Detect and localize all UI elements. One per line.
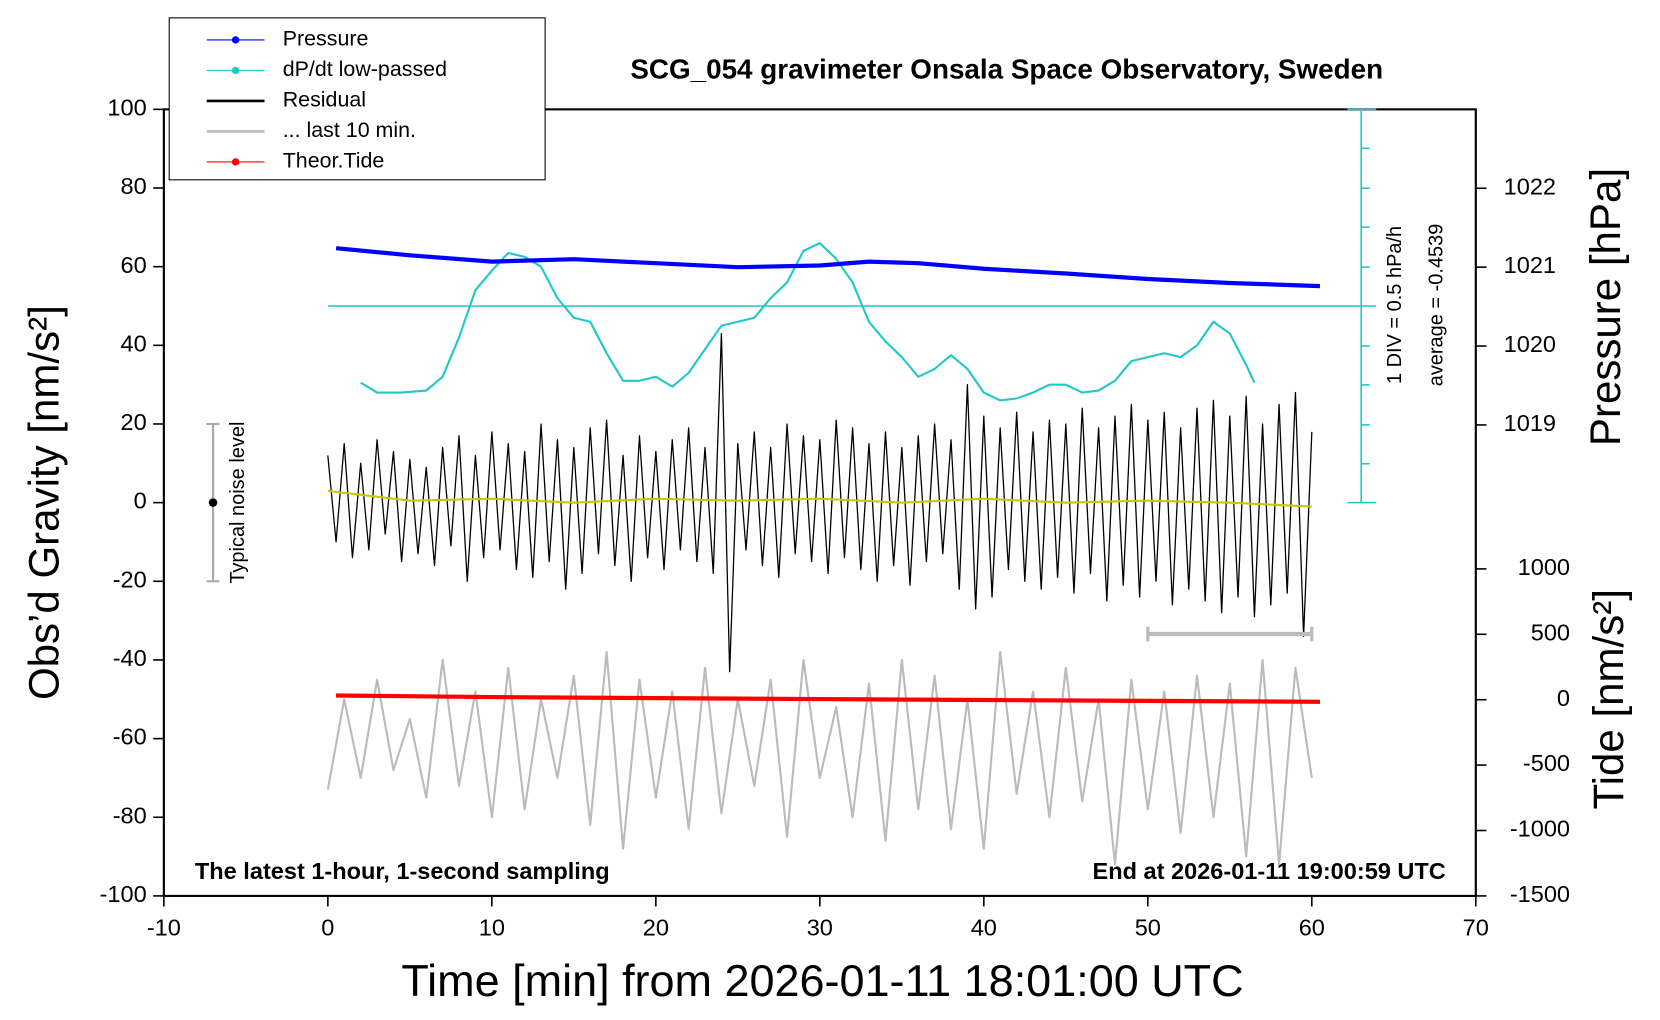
y-tick-label: 100 xyxy=(107,95,146,121)
y-tick-label: 60 xyxy=(121,252,147,278)
annotation: The latest 1-hour, 1-second sampling xyxy=(195,858,610,884)
series-line xyxy=(335,246,1321,289)
x-tick-label: 60 xyxy=(1299,915,1325,941)
y-tick-label: 40 xyxy=(121,331,147,357)
legend-label: Theor.Tide xyxy=(283,150,385,173)
y2-tick-label: 1022 xyxy=(1504,174,1556,200)
x-tick-label: 20 xyxy=(643,915,669,941)
y-tick-label: 80 xyxy=(121,173,147,199)
x-tick-label: 40 xyxy=(971,915,997,941)
smoothed-line xyxy=(327,489,1312,508)
y-tick-label: -20 xyxy=(113,567,147,593)
y3-tick-label: -500 xyxy=(1523,750,1570,776)
series-line xyxy=(327,332,1313,673)
y2-tick-label: 1020 xyxy=(1504,331,1556,357)
legend-marker xyxy=(231,158,240,166)
y2-axis-label: Pressure [hPa] xyxy=(1582,168,1629,446)
y3-tick-label: 1000 xyxy=(1518,554,1570,580)
annotation: End at 2026-01-11 19:00:59 UTC xyxy=(1093,858,1446,884)
y-tick-label: -40 xyxy=(113,645,147,671)
y3-tick-label: 500 xyxy=(1531,620,1570,646)
y3-tick-label: -1500 xyxy=(1510,881,1570,907)
y-tick-label: -100 xyxy=(100,881,147,907)
y3-tick-label: -1000 xyxy=(1510,816,1570,842)
legend-label: Pressure xyxy=(283,28,369,51)
y-axis-label: Obs’d Gravity [nm/s²] xyxy=(20,305,67,700)
legend-marker xyxy=(231,36,240,44)
y3-axis-label: Tide [nm/s²] xyxy=(1585,589,1632,809)
legend-label: Residual xyxy=(283,89,366,112)
x-tick-label: -10 xyxy=(147,915,181,941)
series-line xyxy=(360,242,1256,402)
y3-tick-label: 0 xyxy=(1557,685,1570,711)
legend-label: ... last 10 min. xyxy=(283,119,416,142)
x-tick-label: 30 xyxy=(807,915,833,941)
legend-marker xyxy=(231,66,240,75)
legend-label: dP/dt low-passed xyxy=(283,58,447,81)
y-tick-label: 20 xyxy=(121,409,147,435)
y-tick-label: -60 xyxy=(113,724,147,750)
dpdt-scale-label: 1 DIV = 0.5 hPa/h xyxy=(1384,226,1406,384)
y2-tick-label: 1019 xyxy=(1504,410,1556,436)
legend-box xyxy=(168,17,546,181)
y2-tick-label: 1021 xyxy=(1504,252,1556,278)
x-tick-label: 50 xyxy=(1135,915,1161,941)
x-tick-label: 10 xyxy=(479,915,505,941)
series-line xyxy=(336,693,1320,704)
series-line xyxy=(326,651,1313,866)
x-axis-label: Time [min] from 2026-01-11 18:01:00 UTC xyxy=(401,957,1243,1006)
y-tick-label: -80 xyxy=(113,803,147,829)
dpdt-average-label: average = -0.4539 xyxy=(1425,224,1447,387)
y-tick-label: 0 xyxy=(134,488,147,514)
x-tick-label: 70 xyxy=(1463,915,1489,941)
legend: Pressure dP/dt low-passed Residual ... last… xyxy=(168,17,546,181)
noise-center xyxy=(208,498,218,507)
noise-label: Typical noise level xyxy=(227,422,249,584)
x-tick-label: 0 xyxy=(321,915,334,941)
chart-title: SCG_054 gravimeter Onsala Space Observat… xyxy=(630,54,1383,85)
